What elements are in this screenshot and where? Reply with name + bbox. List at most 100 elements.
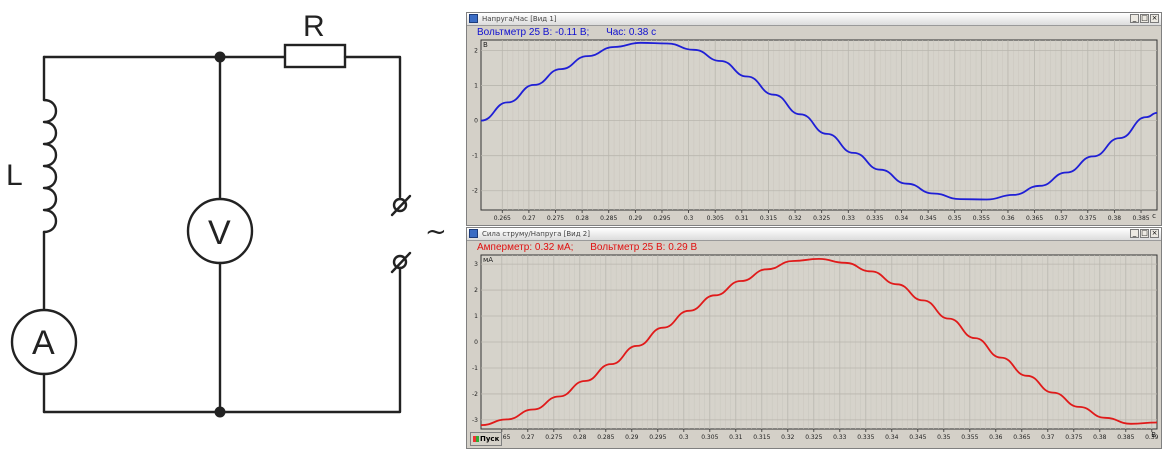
x-tick-label: 0.34 (885, 434, 899, 441)
inductor (42, 98, 58, 234)
minimize-icon[interactable]: _ (1130, 229, 1139, 238)
x-unit-label: В (1151, 431, 1156, 439)
y-tick-label: 2 (474, 48, 478, 55)
window-title: Сила струму/Напруга [Вид 2] (482, 230, 590, 238)
y-tick-label: -1 (472, 153, 478, 160)
x-tick-label: 0.385 (1117, 434, 1134, 441)
voltage-time-plot[interactable]: 0.265 0.27 0.275 0.28 0.285 0.29 0.295 0.3 0.305… (467, 39, 1161, 225)
close-icon[interactable]: × (1150, 229, 1159, 238)
x-tick-label: 0.39 (1145, 434, 1159, 441)
x-tick-label: 0.36 (1001, 215, 1015, 222)
x-tick-label: 0.27 (522, 215, 536, 222)
x-tick-label: 0.29 (629, 215, 643, 222)
x-tick-label: 0.265 (494, 215, 511, 222)
windows-flag-icon (473, 436, 479, 442)
maximize-icon[interactable]: □ (1140, 14, 1149, 23)
y-unit-label: мА (483, 256, 493, 264)
x-tick-label: 0.32 (788, 215, 802, 222)
title-bar[interactable]: Сила струму/Напруга [Вид 2] _ □ × (467, 228, 1161, 241)
y-tick-label: 3 (474, 261, 478, 268)
x-tick-label: 0.355 (973, 215, 990, 222)
x-tick-label: 0.32 (781, 434, 795, 441)
inductor-label: L (6, 159, 23, 192)
x-tick-label: 0.33 (842, 215, 856, 222)
start-button[interactable]: Пуск (470, 432, 503, 446)
x-tick-label: 0.285 (600, 215, 617, 222)
minimize-icon[interactable]: _ (1130, 14, 1139, 23)
app-icon (469, 14, 478, 23)
x-tick-label: 0.3 (679, 434, 689, 441)
x-tick-label: 0.305 (701, 434, 718, 441)
x-tick-label: 0.315 (760, 215, 777, 222)
source-terminal-upper (390, 194, 412, 217)
x-tick-label: 0.385 (1132, 215, 1149, 222)
junction-top (214, 51, 226, 63)
y-tick-label: -3 (472, 417, 478, 424)
start-label: Пуск (480, 435, 500, 443)
x-tick-label: 0.37 (1041, 434, 1055, 441)
window-title: Напруга/Час [Вид 1] (482, 15, 557, 23)
y-tick-label: 0 (474, 118, 478, 125)
resistor-label: R (303, 10, 325, 43)
x-tick-label: 0.38 (1108, 215, 1122, 222)
x-tick-label: 0.375 (1065, 434, 1082, 441)
x-tick-label: 0.3 (684, 215, 694, 222)
x-tick-label: 0.29 (625, 434, 639, 441)
x-tick-label: 0.335 (857, 434, 874, 441)
x-tick-label: 0.34 (895, 215, 909, 222)
x-tick-label: 0.37 (1055, 215, 1069, 222)
x-tick-label: 0.28 (575, 215, 589, 222)
readout-bar: Амперметр: 0.32 мА; Вольтметр 25 В: 0.29… (477, 242, 711, 256)
x-tick-label: 0.35 (937, 434, 951, 441)
x-tick-label: 0.295 (653, 215, 670, 222)
current-voltage-plot[interactable]: 0.2650.270.2750.280.2850.290.2950.30.305… (467, 254, 1161, 448)
x-tick-label: 0.295 (649, 434, 666, 441)
x-tick-label: 0.31 (729, 434, 743, 441)
maximize-icon[interactable]: □ (1140, 229, 1149, 238)
wire-right-lower (42, 266, 402, 414)
x-tick-label: 0.28 (573, 434, 587, 441)
ammeter-label: A (32, 324, 55, 362)
x-tick-label: 0.38 (1093, 434, 1107, 441)
graph-window-current-voltage: Сила струму/Напруга [Вид 2] _ □ × Амперм… (466, 227, 1162, 449)
series-line (480, 41, 1158, 201)
y-tick-label: 1 (474, 313, 478, 320)
voltmeter-readout: Вольтметр 25 В: -0.11 В; (477, 27, 590, 38)
voltmeter-label: V (208, 214, 231, 252)
series-line (480, 257, 1158, 426)
voltmeter-readout: Вольтметр 25 В: 0.29 В (590, 242, 698, 253)
wire-top-right (343, 55, 402, 199)
y-tick-label: 2 (474, 287, 478, 294)
title-bar[interactable]: Напруга/Час [Вид 1] _ □ × (467, 13, 1161, 26)
x-tick-label: 0.27 (521, 434, 535, 441)
ac-source-symbol: ~ (425, 217, 447, 247)
junction-bottom (214, 406, 226, 418)
x-tick-label: 0.31 (735, 215, 749, 222)
time-readout: Час: 0.38 с (606, 27, 657, 38)
x-tick-label: 0.315 (753, 434, 770, 441)
x-tick-label: 0.325 (813, 215, 830, 222)
y-tick-label: -1 (472, 365, 478, 372)
close-icon[interactable]: × (1150, 14, 1159, 23)
x-tick-label: 0.355 (961, 434, 978, 441)
x-tick-label: 0.345 (920, 215, 937, 222)
x-tick-label: 0.35 (948, 215, 962, 222)
resistor (283, 43, 347, 69)
y-unit-label: В (483, 41, 488, 49)
x-tick-label: 0.345 (909, 434, 926, 441)
y-tick-label: 1 (474, 83, 478, 90)
x-tick-label: 0.365 (1013, 434, 1030, 441)
x-tick-label: 0.335 (866, 215, 883, 222)
x-tick-label: 0.325 (805, 434, 822, 441)
graph-window-voltage-time: Напруга/Час [Вид 1] _ □ × Вольтметр 25 В… (466, 12, 1162, 226)
app-icon (469, 229, 478, 238)
x-tick-label: 0.375 (1079, 215, 1096, 222)
y-tick-label: -2 (472, 188, 478, 195)
x-tick-label: 0.275 (547, 215, 564, 222)
y-tick-label: -2 (472, 391, 478, 398)
x-unit-label: c (1152, 212, 1156, 220)
y-tick-label: 0 (474, 339, 478, 346)
x-tick-label: 0.305 (707, 215, 724, 222)
x-tick-label: 0.365 (1026, 215, 1043, 222)
ammeter-readout: Амперметр: 0.32 мА; (477, 242, 574, 253)
